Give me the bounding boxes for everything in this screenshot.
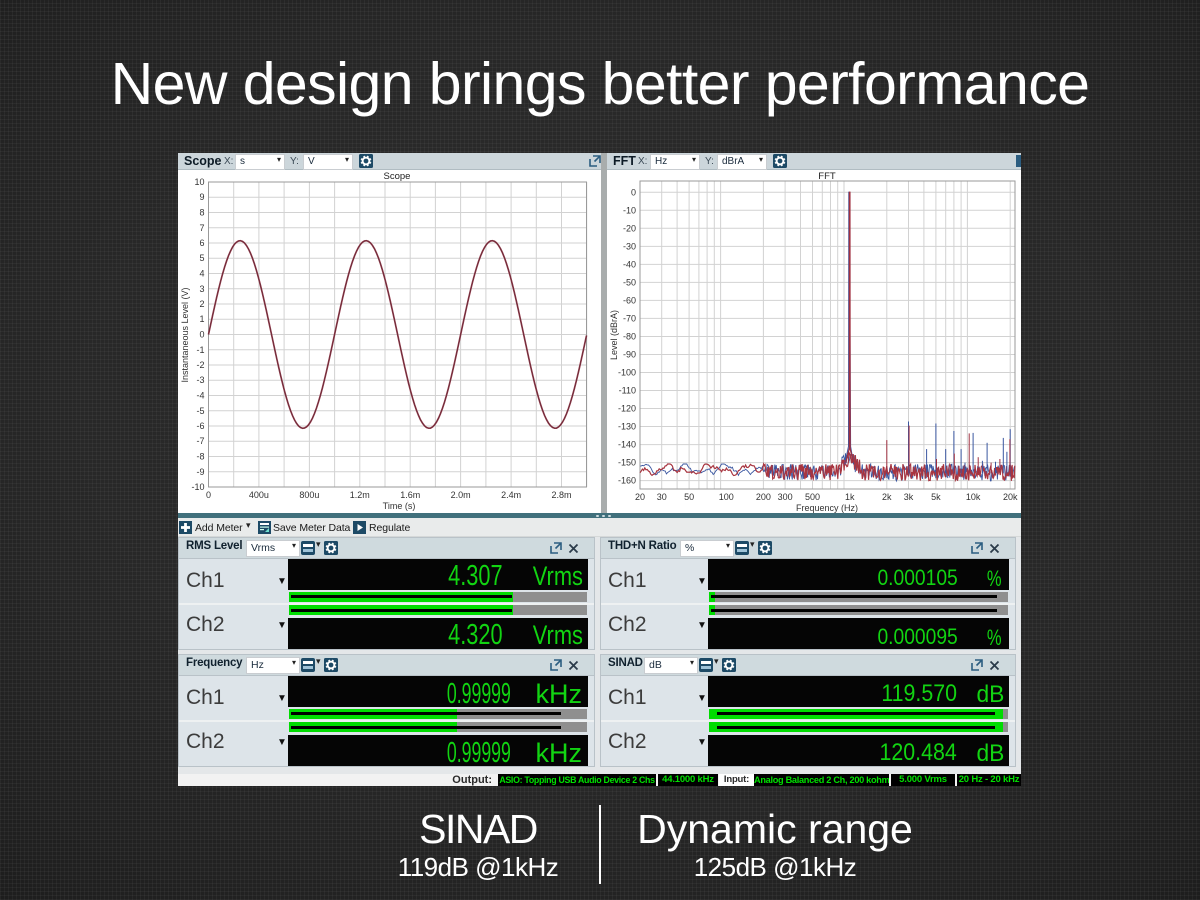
svg-text:50: 50 [684,492,694,502]
svg-text:-120: -120 [618,404,636,414]
svg-text:-30: -30 [623,241,636,251]
svg-text:5: 5 [199,253,204,263]
svg-text:-100: -100 [618,368,636,378]
svg-text:9: 9 [199,192,204,202]
svg-text:-20: -20 [623,223,636,233]
svg-text:-110: -110 [619,386,636,396]
svg-text:Frequency (Hz): Frequency (Hz) [796,503,858,513]
svg-text:-5: -5 [196,406,204,416]
svg-text:4: 4 [199,269,204,279]
svg-text:-10: -10 [623,205,636,215]
svg-text:-3: -3 [196,375,204,385]
svg-text:Level (dBrA): Level (dBrA) [609,310,619,360]
svg-text:-60: -60 [623,295,636,305]
svg-text:1: 1 [199,314,204,324]
svg-text:0: 0 [631,187,636,197]
svg-text:10k: 10k [966,492,981,502]
svg-text:8: 8 [199,208,204,218]
svg-text:200: 200 [756,492,771,502]
svg-text:-1: -1 [196,345,204,355]
svg-text:-10: -10 [191,482,204,492]
svg-text:-8: -8 [196,452,204,462]
svg-text:-70: -70 [623,313,636,323]
svg-text:2.8m: 2.8m [551,490,571,500]
svg-text:-6: -6 [196,421,204,431]
svg-text:7: 7 [199,223,204,233]
svg-text:1k: 1k [845,492,855,502]
svg-text:0: 0 [206,490,211,500]
svg-text:-9: -9 [196,467,204,477]
svg-text:-130: -130 [618,422,636,432]
svg-text:0: 0 [199,330,204,340]
svg-text:-50: -50 [623,277,636,287]
svg-text:2.0m: 2.0m [451,490,471,500]
svg-text:Scope: Scope [384,171,411,182]
svg-text:-150: -150 [618,458,636,468]
svg-text:10: 10 [194,177,204,187]
svg-text:-4: -4 [196,391,204,401]
svg-text:-40: -40 [623,259,636,269]
svg-text:3: 3 [199,284,204,294]
svg-text:Instantaneous Level (V): Instantaneous Level (V) [180,287,190,382]
svg-text:800u: 800u [299,490,319,500]
svg-text:-7: -7 [196,436,204,446]
svg-text:-80: -80 [623,332,636,342]
svg-text:500: 500 [805,492,820,502]
svg-text:20: 20 [635,492,645,502]
svg-text:-140: -140 [618,440,636,450]
svg-text:2.4m: 2.4m [501,490,521,500]
svg-text:1.6m: 1.6m [400,490,420,500]
svg-text:400u: 400u [249,490,269,500]
svg-text:30: 30 [657,492,667,502]
svg-text:20k: 20k [1003,492,1018,502]
svg-text:FFT: FFT [818,171,836,182]
svg-text:300: 300 [778,492,793,502]
svg-text:3k: 3k [904,492,914,502]
svg-text:2: 2 [199,299,204,309]
svg-text:-90: -90 [623,350,636,360]
svg-text:2k: 2k [882,492,892,502]
svg-text:1.2m: 1.2m [350,490,370,500]
svg-text:5k: 5k [931,492,941,502]
svg-text:-160: -160 [618,476,636,486]
svg-text:-2: -2 [196,360,204,370]
svg-text:6: 6 [199,238,204,248]
svg-text:100: 100 [719,492,734,502]
svg-text:Time (s): Time (s) [383,501,416,511]
